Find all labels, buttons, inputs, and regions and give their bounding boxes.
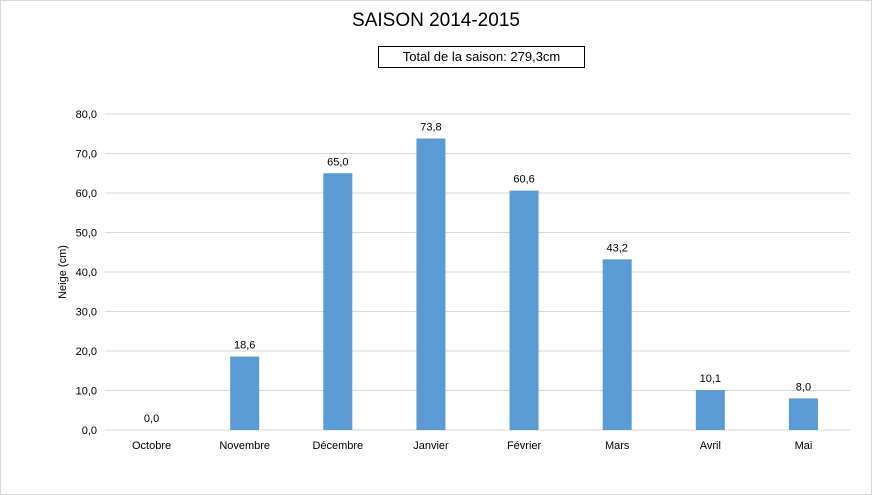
data-label-7: 8,0 (796, 381, 811, 393)
y-axis-ticks: 0,0 10,0 20,0 30,0 40,0 50,0 60,0 70,0 80,0 (76, 109, 97, 437)
data-label-5: 43,2 (606, 242, 627, 254)
y-tick-label: 70,0 (76, 149, 97, 161)
y-axis-label: Neige (cm) (57, 245, 69, 299)
data-label-6: 10,1 (700, 373, 721, 385)
y-tick-label: 0,0 (82, 425, 97, 437)
x-tick-label-0: Octobre (132, 440, 171, 452)
x-tick-label-3: Janvier (413, 440, 449, 452)
x-tick-label-1: Novembre (219, 440, 270, 452)
y-tick-label: 60,0 (76, 188, 97, 200)
season-total-box: Total de la saison: 279,3cm (378, 46, 585, 68)
y-tick-label: 80,0 (76, 109, 97, 121)
y-tick-label: 40,0 (76, 267, 97, 279)
data-labels: 0,0 18,6 65,0 73,8 60,6 43,2 10,1 8,0 (144, 121, 811, 425)
x-tick-label-6: Avril (700, 440, 721, 452)
bars (230, 138, 818, 431)
chart-title: SAISON 2014-2015 (352, 10, 520, 31)
data-label-0: 0,0 (144, 413, 159, 425)
bar-1 (230, 356, 260, 430)
bar-4 (509, 190, 539, 430)
x-tick-label-4: Février (507, 440, 542, 452)
bar-5 (602, 259, 632, 430)
bar-6 (695, 390, 725, 430)
x-tick-label-7: Mai (795, 440, 813, 452)
x-axis-ticks: Octobre Novembre Décembre Janvier Février Mar… (132, 440, 812, 452)
bar-3 (416, 138, 446, 431)
data-label-2: 65,0 (327, 156, 348, 168)
x-tick-label-2: Décembre (312, 440, 363, 452)
gridlines (105, 113, 850, 431)
x-tick-label-5: Mars (605, 440, 630, 452)
y-tick-label: 50,0 (76, 228, 97, 240)
data-label-1: 18,6 (234, 340, 255, 352)
data-label-3: 73,8 (420, 121, 441, 133)
y-tick-label: 20,0 (76, 346, 97, 358)
y-tick-label: 30,0 (76, 307, 97, 319)
y-tick-label: 10,0 (76, 386, 97, 398)
bar-2 (323, 173, 353, 430)
data-label-4: 60,6 (513, 174, 534, 186)
bar-7 (788, 398, 818, 430)
